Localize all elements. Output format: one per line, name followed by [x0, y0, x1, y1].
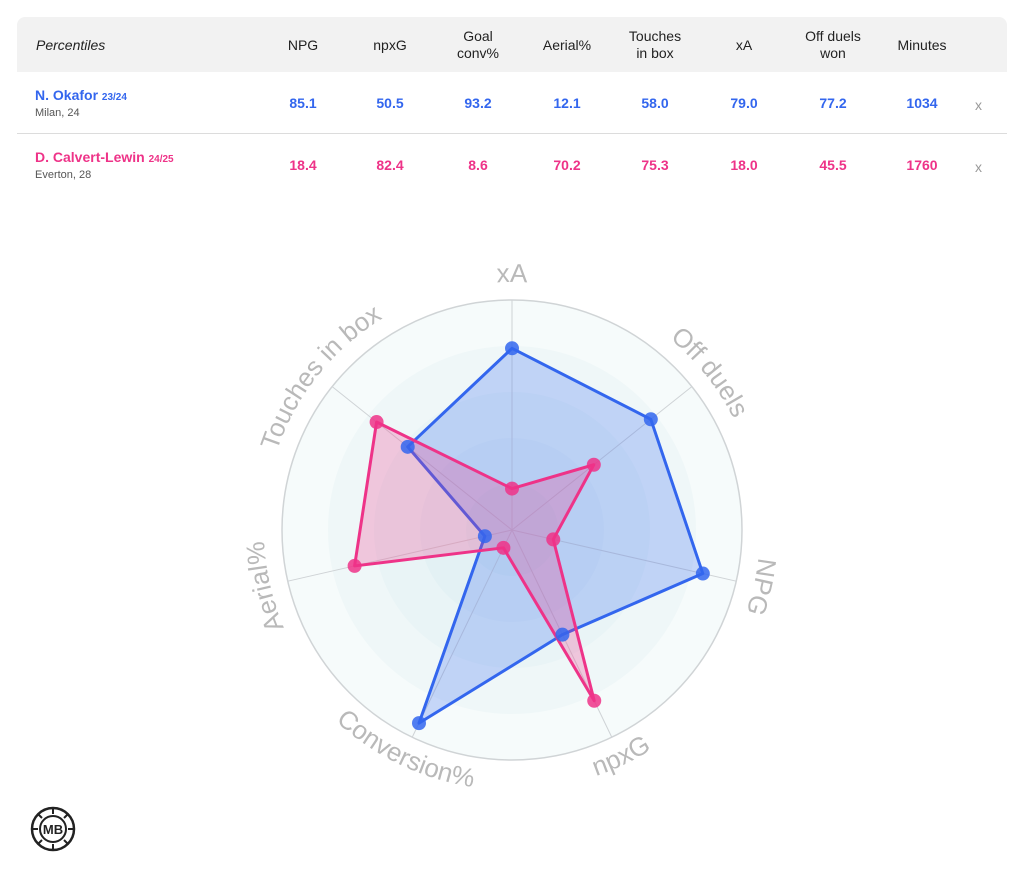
value-touches: 58.0 [641, 95, 669, 111]
column-header-touches[interactable]: Touches in box [628, 28, 682, 61]
value-minutes: 1760 [906, 157, 938, 173]
value-goal_conv: 8.6 [468, 157, 488, 173]
remove-player-button[interactable]: x [975, 97, 982, 113]
axis-label-text: NPG [740, 557, 782, 620]
remove-player-button[interactable]: x [975, 159, 982, 175]
series-point-2 [587, 693, 602, 708]
series-point-1 [411, 716, 426, 731]
player-name[interactable]: N. Okafor 23/24 [35, 87, 127, 103]
table-header: Percentiles NPG npxG Goal conv% Aerial% Touc… [17, 17, 1007, 72]
series-point-1 [555, 627, 570, 642]
player-club-age: Milan, 24 [35, 107, 80, 119]
radar-spoke [287, 529, 513, 582]
player-name[interactable]: D. Calvert-Lewin 24/25 [35, 149, 174, 165]
series-point-1 [695, 566, 710, 581]
column-header-aerial[interactable]: Aerial% [542, 37, 592, 53]
player-season: 24/25 [148, 154, 174, 165]
value-xa: 79.0 [730, 95, 758, 111]
value-off_duels: 77.2 [819, 95, 847, 111]
series-point-2 [347, 558, 362, 573]
logo-text: MB [43, 822, 63, 837]
value-minutes: 1034 [906, 95, 938, 111]
value-xa: 18.0 [730, 157, 758, 173]
radar-spoke [331, 386, 513, 531]
value-npxg: 82.4 [376, 157, 404, 173]
axis-label: NPG [740, 557, 782, 620]
column-header-npg[interactable]: NPG [287, 37, 319, 53]
series-point-2 [496, 540, 511, 555]
series-point-1 [477, 529, 492, 544]
value-aerial: 70.2 [553, 157, 581, 173]
value-npxg: 50.5 [376, 95, 404, 111]
value-touches: 75.3 [641, 157, 669, 173]
axis-label-text: Aerial% [240, 540, 289, 636]
series-point-2 [369, 415, 384, 430]
axis-label: Aerial% [240, 540, 289, 636]
axis-label-text: xA [496, 258, 528, 289]
series-point-1 [643, 412, 658, 427]
column-header-off_duels[interactable]: Off duels won [805, 28, 861, 61]
value-off_duels: 45.5 [819, 157, 847, 173]
radar-spoke [511, 386, 693, 531]
logo-inner [39, 815, 67, 843]
column-header-xa[interactable]: xA [735, 37, 753, 53]
column-header-npxg[interactable]: npxG [373, 37, 407, 53]
mb-logo: MB [30, 806, 76, 852]
value-npg: 85.1 [289, 95, 317, 111]
series-point-2 [505, 481, 519, 496]
series-point-1 [505, 341, 519, 356]
column-header-goal_conv[interactable]: Goal conv% [456, 28, 500, 61]
value-npg: 18.4 [289, 157, 317, 173]
column-header-minutes[interactable]: Minutes [897, 37, 947, 53]
table-row: D. Calvert-Lewin 24/25 Everton, 28 18.4 82.… [17, 134, 1007, 195]
player-name-text: D. Calvert-Lewin [35, 149, 145, 165]
series-point-2 [586, 457, 601, 472]
axis-label: xA [496, 258, 528, 289]
value-goal_conv: 93.2 [464, 95, 492, 111]
radar-spoke [411, 529, 513, 738]
logo-ticks [32, 808, 74, 850]
percentiles-label: Percentiles [36, 37, 106, 53]
percentiles-table: Percentiles NPG npxG Goal conv% Aerial% Touc… [17, 17, 1007, 195]
series-point-1 [400, 439, 415, 454]
value-aerial: 12.1 [553, 95, 581, 111]
player-club-age: Everton, 28 [35, 169, 92, 181]
player-name-text: N. Okafor [35, 87, 99, 103]
series-area-2 [353, 420, 596, 703]
table-row: N. Okafor 23/24 Milan, 24 85.1 50.5 93.2 12.1… [17, 72, 1007, 134]
series-point-2 [546, 532, 561, 547]
player-season: 23/24 [101, 92, 127, 103]
